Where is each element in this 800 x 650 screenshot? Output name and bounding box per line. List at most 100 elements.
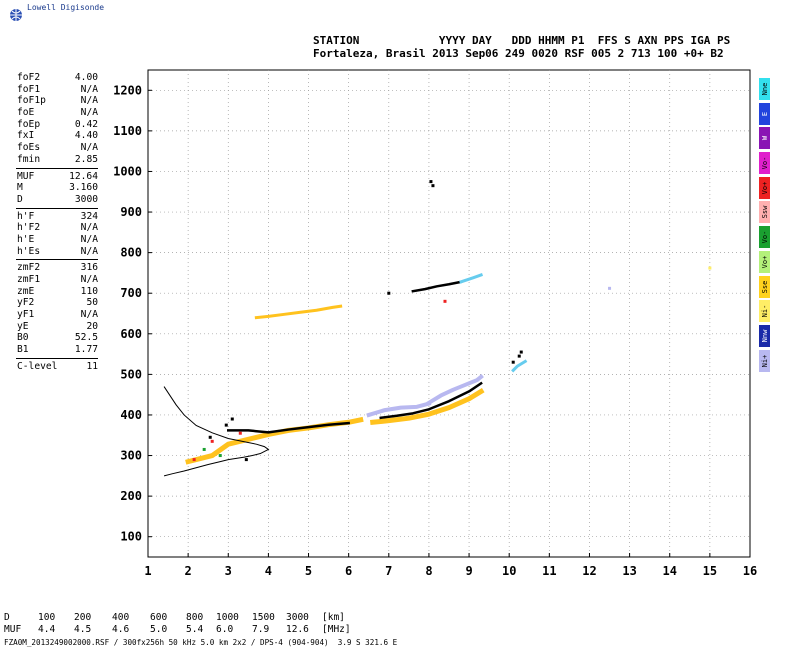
echo-trace <box>426 373 484 406</box>
muf-table-cell: 3000 <box>286 612 309 623</box>
x-tick-label: 2 <box>185 564 192 578</box>
param-label: fmin <box>17 153 41 165</box>
legend-label: Ni- <box>760 304 769 318</box>
param-separator <box>16 357 98 359</box>
globe-icon <box>10 9 22 21</box>
param-label: zmF1 <box>17 274 41 285</box>
legend-label: Ni+ <box>760 354 769 367</box>
muf-unit: [MHz] <box>322 623 351 635</box>
x-tick-label: 8 <box>425 564 432 578</box>
param-row: yE 20 <box>16 321 98 333</box>
y-tick-label: 500 <box>120 367 142 381</box>
y-tick-label: 200 <box>120 489 142 503</box>
legend-label: Vo- <box>760 156 769 170</box>
param-value: 11 <box>86 360 98 372</box>
echo-trace <box>366 401 432 418</box>
plot-frame <box>147 69 751 558</box>
param-row: foF2 4.00 <box>16 72 98 84</box>
echo-point <box>244 458 248 462</box>
legend-label: Nne <box>760 82 769 96</box>
muf-table-cell: 800 <box>186 612 204 623</box>
echo-point <box>224 423 228 427</box>
muf-table-cell: 400 <box>112 612 130 623</box>
param-label: h'F2 <box>17 222 41 234</box>
param-row: h'F2 N/A <box>16 222 98 234</box>
lowell-logo: Lowell Digisonde <box>5 2 205 24</box>
x-tick-label: 12 <box>582 564 596 578</box>
legend-label: Vo- <box>760 230 769 244</box>
x-tick-label: 4 <box>265 564 272 578</box>
param-value: 1.77 <box>74 344 98 356</box>
legend-swatch: E <box>759 102 770 125</box>
echo-point <box>202 447 206 451</box>
x-tick-label: 10 <box>502 564 516 578</box>
x-tick-label: 14 <box>663 564 677 578</box>
legend-swatch: Ni- <box>759 300 770 323</box>
legend-swatch: W <box>759 127 770 150</box>
echo-point <box>210 439 214 443</box>
param-row: MUF 12.64 <box>16 171 98 183</box>
echo-trace <box>370 387 485 426</box>
muf-row-label: D <box>4 612 10 623</box>
header-line-1: STATION YYYY DAY DDD HHMM P1 FFS S AXN P… <box>313 34 731 47</box>
y-tick-label: 300 <box>120 449 142 463</box>
param-row: yF2 50 <box>16 297 98 309</box>
legend-label: E <box>760 111 769 116</box>
param-value: 4.00 <box>74 72 98 83</box>
param-value: 0.42 <box>74 118 98 130</box>
echo-trace <box>511 359 528 373</box>
muf-table-cell: 5.0 <box>150 623 168 635</box>
param-label: h'E <box>17 233 35 245</box>
param-label: B1 <box>17 344 29 356</box>
param-label: foEs <box>17 142 41 154</box>
param-value: N/A <box>80 83 98 95</box>
param-separator <box>16 167 98 169</box>
param-row: B1 1.77 <box>16 344 98 356</box>
param-label: MUF <box>17 170 35 182</box>
density-profile-curve <box>163 386 270 477</box>
legend: Nne E W Vo- Vo+ Ssw Vo- Vo+ Sse Ni- Nnw Ni+ <box>759 78 771 374</box>
param-label: yF1 <box>17 309 35 321</box>
x-tick-label: 7 <box>385 564 392 578</box>
param-label: zmF2 <box>17 262 41 274</box>
echo-trace <box>185 416 364 465</box>
x-tick-label: 15 <box>703 564 717 578</box>
y-tick-label: 1100 <box>113 124 142 138</box>
muf-table-cell: 4.5 <box>74 623 92 635</box>
param-label: fxI <box>17 130 35 142</box>
param-label: C-level <box>17 360 58 372</box>
param-value: 20 <box>86 320 98 332</box>
x-tick-label: 9 <box>465 564 472 578</box>
param-label: foF1 <box>17 83 41 95</box>
muf-table-cell: 200 <box>74 612 92 623</box>
param-row: h'Es N/A <box>16 246 98 258</box>
x-tick-label: 5 <box>305 564 312 578</box>
param-label: foF1p <box>17 95 46 107</box>
y-tick-label: 600 <box>120 327 142 341</box>
x-tick-label: 11 <box>542 564 556 578</box>
x-tick-label: 1 <box>144 564 151 578</box>
muf-table-cell: 600 <box>150 612 168 623</box>
legend-swatch: Vo- <box>759 226 770 249</box>
param-value: N/A <box>80 222 98 234</box>
echo-trace <box>411 280 463 293</box>
muf-table-cell: 1500 <box>252 612 275 623</box>
param-row: zmF1 N/A <box>16 274 98 286</box>
echo-point <box>387 291 391 295</box>
muf-distance-table: D 100 200 400 600 800 1000 1500 3000 [km] MUF 4.4 4.… <box>4 612 364 635</box>
param-label: zmE <box>17 285 35 297</box>
param-value: 50 <box>86 297 98 309</box>
param-row: D 3000 <box>16 194 98 206</box>
param-row: foF1 N/A <box>16 84 98 96</box>
y-tick-label: 400 <box>120 408 142 422</box>
muf-row-label: MUF <box>4 623 22 635</box>
y-tick-label: 900 <box>120 205 142 219</box>
file-footer: FZA0M_2013249002000.RSF / 300fx256h 50 k… <box>4 638 398 647</box>
echo-point <box>208 435 212 439</box>
param-value: N/A <box>80 233 98 245</box>
y-tick-label: 800 <box>120 246 142 260</box>
echo-point <box>443 299 447 303</box>
param-row: C-level 11 <box>16 361 98 373</box>
param-value: 324 <box>80 210 98 222</box>
echo-trace <box>254 304 343 320</box>
